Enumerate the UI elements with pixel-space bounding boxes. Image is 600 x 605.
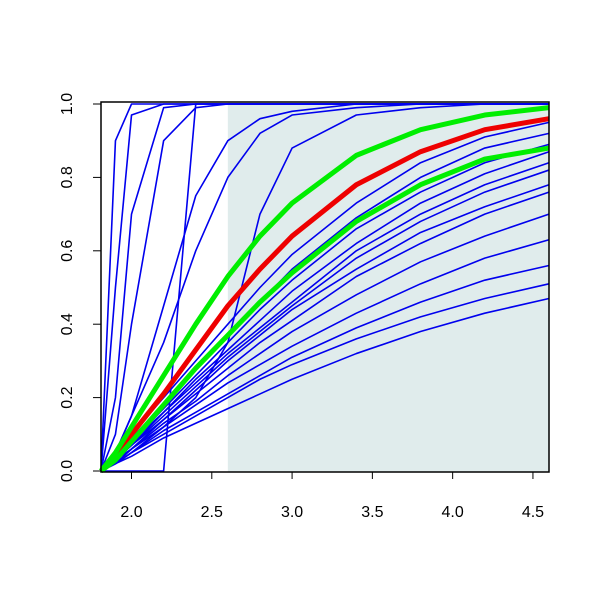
y-tick-label: 0.8 (59, 166, 76, 188)
curve (99, 145, 550, 473)
y-tick-label: 0.6 (59, 240, 76, 262)
y-tick-label: 1.0 (59, 93, 76, 115)
x-tick-label: 3.5 (361, 504, 383, 521)
curve (99, 105, 550, 473)
y-tick-label: 0.4 (59, 313, 76, 335)
x-tick-label: 4.5 (522, 504, 544, 521)
plot-frame (100, 101, 550, 473)
x-tick-label: 2.5 (201, 504, 223, 521)
curve (100, 103, 549, 472)
y-tick-label: 0.2 (59, 386, 76, 408)
curve (100, 297, 550, 472)
curve (100, 183, 550, 472)
y-tick-label: 0.0 (59, 460, 76, 482)
x-tick-label: 3.0 (281, 504, 303, 521)
x-tick-label: 4.0 (442, 504, 464, 521)
curve (100, 264, 550, 472)
x-tick-label: 2.0 (120, 504, 142, 521)
curve (99, 116, 550, 473)
shaded-region (227, 102, 550, 472)
